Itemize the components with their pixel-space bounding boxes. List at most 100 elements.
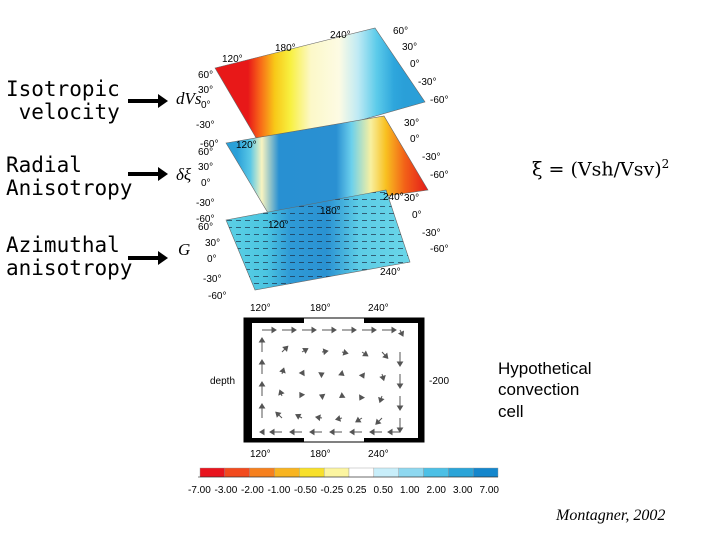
flow-arrow-head xyxy=(258,403,266,409)
flow-arrow-head xyxy=(295,413,302,420)
convection-cell-caption: Hypothetical convection cell xyxy=(498,359,592,421)
colorbar-tick-label: 7.00 xyxy=(480,485,500,496)
tick-label: 0° xyxy=(201,178,211,189)
flow-arrow-head xyxy=(339,392,346,398)
convection-cell-section xyxy=(243,317,425,443)
flow-arrow-head xyxy=(271,326,277,334)
tick-label: 240° xyxy=(380,267,401,278)
isotropic-velocity-map xyxy=(214,27,426,149)
flow-arrow-head xyxy=(311,326,317,334)
tick-label: 30° xyxy=(205,238,220,249)
flow-arrow-head xyxy=(382,352,389,359)
tick-label: 240° xyxy=(368,449,389,460)
tick-label: -60° xyxy=(208,291,226,302)
flow-arrow-head xyxy=(342,349,349,356)
tick-label: -30° xyxy=(422,228,440,239)
flow-arrow-head xyxy=(322,348,329,356)
flow-arrow-head xyxy=(258,381,266,387)
flow-arrow-head xyxy=(298,369,305,377)
flow-arrow-head xyxy=(378,396,385,404)
colorbar-tick-label: 1.00 xyxy=(400,485,420,496)
tick-label: -30° xyxy=(196,120,214,131)
flow-arrow-head xyxy=(329,428,335,436)
colorbar-tick-labels: -7.00 -3.00 -2.00 -1.00 -0.50 -0.25 0.25 0.50 1.… xyxy=(188,485,499,496)
colorbar-swatch xyxy=(249,467,275,478)
flow-arrow-head xyxy=(379,374,386,382)
tick-label: 0° xyxy=(410,59,420,70)
flow-arrow-head xyxy=(279,367,286,374)
radial-anisotropy-map xyxy=(225,115,429,214)
flow-arrow-head xyxy=(318,393,326,400)
flow-arrow-head xyxy=(396,405,404,411)
flow-arrow-head xyxy=(396,361,404,367)
tick-label: 60° xyxy=(198,147,213,158)
colorbar-swatch xyxy=(274,467,300,478)
colorbar-tick-label: -2.00 xyxy=(241,485,264,496)
tick-label: 120° xyxy=(250,449,271,460)
colorbar-swatch xyxy=(224,467,250,478)
flow-arrow-head xyxy=(302,347,309,354)
tick-label: -30° xyxy=(422,152,440,163)
colorbar-tick-label: 0.25 xyxy=(347,485,367,496)
tick-label: 0° xyxy=(412,210,422,221)
arrow-right-icon xyxy=(128,251,168,265)
colorbar xyxy=(199,467,499,478)
tick-label: 240° xyxy=(330,30,351,41)
flow-arrow-head xyxy=(275,411,282,418)
tick-label: -60° xyxy=(430,244,448,255)
label-radial-anisotropy: Radial Anisotropy xyxy=(6,153,133,201)
flow-arrow-head xyxy=(259,428,265,436)
tick-label: 0° xyxy=(201,100,211,111)
colorbar-tick-label: -1.00 xyxy=(268,485,291,496)
colorbar-tick-label: -0.50 xyxy=(294,485,317,496)
arrow-right-icon xyxy=(128,167,168,181)
colorbar-swatch xyxy=(323,467,350,478)
flow-arrow-head xyxy=(318,372,325,379)
depth-value: -200 xyxy=(429,376,449,387)
flow-arrow-head xyxy=(362,350,369,357)
flow-arrow-head xyxy=(369,428,375,436)
tick-label: -30° xyxy=(418,77,436,88)
layer-symbol-g: G xyxy=(178,240,190,259)
tick-label: 30° xyxy=(404,193,419,204)
colorbar-swatch xyxy=(373,467,399,478)
colorbar-tick-label: 2.00 xyxy=(427,485,447,496)
flow-arrow-head xyxy=(359,394,366,401)
label-isotropic-velocity: Isotropic velocity xyxy=(6,77,120,125)
tick-label: 120° xyxy=(222,54,243,65)
flow-arrow-head xyxy=(258,337,266,343)
colorbar-swatch xyxy=(348,467,375,478)
flow-arrow-head xyxy=(282,345,289,352)
tick-label: 30° xyxy=(198,162,213,173)
colorbar-tick-label: -7.00 xyxy=(188,485,211,496)
label-azimuthal-anisotropy: Azimuthal anisotropy xyxy=(6,233,133,281)
flow-arrow-head xyxy=(289,428,295,436)
colorbar-swatch xyxy=(472,467,499,478)
colorbar-swatch xyxy=(398,467,424,478)
colorbar-tick-label: 3.00 xyxy=(453,485,473,496)
tick-label: 0° xyxy=(410,134,420,145)
colorbar-tick-label: -0.25 xyxy=(321,485,344,496)
tick-label: 60° xyxy=(198,222,213,233)
tick-label: 120° xyxy=(250,303,271,314)
colorbar-tick-label: 0.50 xyxy=(374,485,394,496)
flow-arrow-head xyxy=(391,326,397,334)
tick-label: 180° xyxy=(320,206,341,217)
flow-arrow-head xyxy=(299,391,306,399)
flow-arrow-head xyxy=(396,427,404,433)
tick-label: -60° xyxy=(200,139,218,150)
flow-arrow-head xyxy=(397,330,405,337)
flow-arrow-head xyxy=(387,428,393,436)
flow-arrow-head xyxy=(375,418,382,425)
flow-arrow-head xyxy=(309,428,315,436)
tick-label: 180° xyxy=(310,449,331,460)
radial-anisotropy-formula: ξ = (Vsh/Vsv)2 xyxy=(532,157,670,181)
tick-label: 30° xyxy=(402,42,417,53)
tick-label: -60° xyxy=(430,170,448,181)
colorbar-swatch xyxy=(448,467,474,478)
flow-arrow-head xyxy=(258,359,266,365)
flow-arrow-head xyxy=(278,389,285,396)
credit: Montagner, 2002 xyxy=(556,507,666,524)
layer-symbol-dxi: δξ xyxy=(176,165,192,184)
flow-arrow-head xyxy=(269,428,275,436)
